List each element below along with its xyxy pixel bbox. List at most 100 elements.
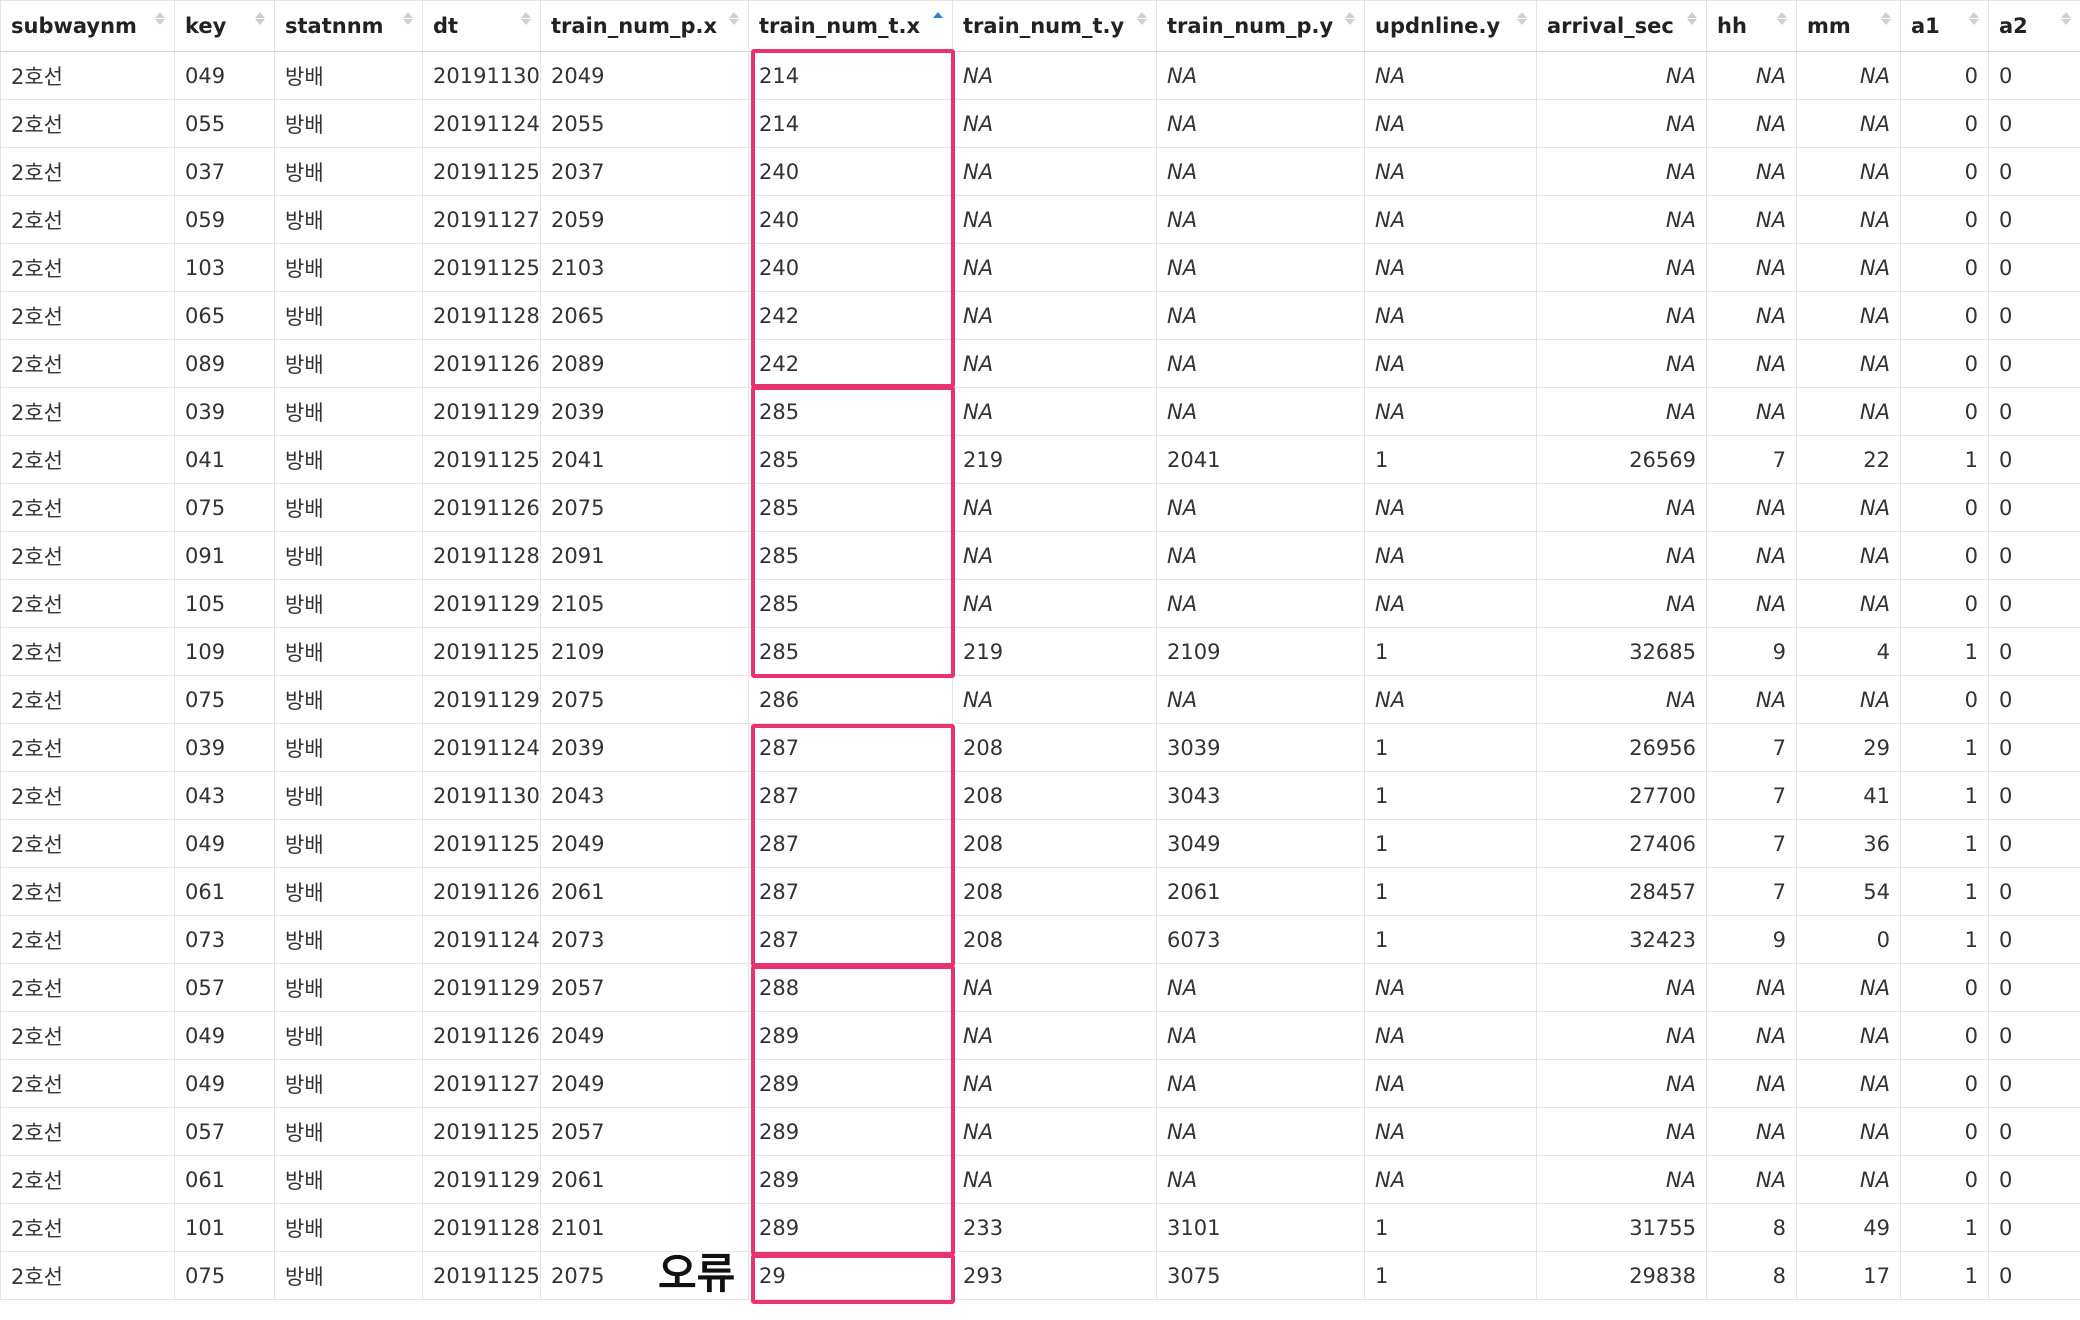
cell-dt: 20191125 <box>422 435 541 484</box>
cell-train-num-p-x: 2049 <box>540 1059 749 1108</box>
table-row[interactable]: 2호선 061 방배 20191129 2061 289 NA NA NA NA NA NA 0 0 <box>0 1155 2080 1204</box>
cell-key: 049 <box>174 51 275 100</box>
table-row[interactable]: 2호선 049 방배 20191125 2049 287 208 3049 1 27406 7 36 1… <box>0 819 2080 868</box>
cell-updnline-y: NA <box>1364 339 1537 388</box>
column-header-label: a1 <box>1911 14 1940 38</box>
cell-train-num-p-x: 2065 <box>540 291 749 340</box>
cell-a1: 1 <box>1900 867 1989 916</box>
cell-updnline-y: NA <box>1364 531 1537 580</box>
cell-key: 101 <box>174 1203 275 1252</box>
sort-icon[interactable] <box>154 11 166 31</box>
cell-train-num-t-x: 285 <box>748 531 953 580</box>
table-row[interactable]: 2호선 105 방배 20191129 2105 285 NA NA NA NA NA NA 0 0 <box>0 579 2080 628</box>
cell-dt: 20191127 <box>422 195 541 244</box>
column-header-subwaynm[interactable]: subwaynm <box>0 0 175 52</box>
cell-mm: NA <box>1796 147 1901 196</box>
table-row[interactable]: 2호선 039 방배 20191129 2039 285 NA NA NA NA NA NA 0 0 <box>0 387 2080 436</box>
cell-a2: 0 <box>1988 1155 2080 1204</box>
table-row[interactable]: 2호선 049 방배 20191130 2049 214 NA NA NA NA NA NA 0 0 <box>0 51 2080 100</box>
cell-hh: NA <box>1706 195 1797 244</box>
cell-a1: 1 <box>1900 627 1989 676</box>
table-row[interactable]: 2호선 075 방배 20191126 2075 285 NA NA NA NA NA NA 0 0 <box>0 483 2080 532</box>
sort-ascending-icon[interactable] <box>932 11 944 31</box>
sort-icon[interactable] <box>1776 11 1788 31</box>
table-row[interactable]: 2호선 055 방배 20191124 2055 214 NA NA NA NA NA NA 0 0 <box>0 99 2080 148</box>
cell-statnnm: 방배 <box>274 1107 423 1156</box>
cell-train-num-t-y: NA <box>952 147 1157 196</box>
cell-updnline-y: NA <box>1364 147 1537 196</box>
column-header-dt[interactable]: dt <box>422 0 541 52</box>
cell-train-num-p-x: 2059 <box>540 195 749 244</box>
table-row[interactable]: 2호선 109 방배 20191125 2109 285 219 2109 1 32685 9 4 1 0 <box>0 627 2080 676</box>
table-row[interactable]: 2호선 061 방배 20191126 2061 287 208 2061 1 28457 7 54 1… <box>0 867 2080 916</box>
cell-a2: 0 <box>1988 963 2080 1012</box>
column-header-train-num-p-y[interactable]: train_num_p.y <box>1156 0 1365 52</box>
cell-key: 059 <box>174 195 275 244</box>
table-row[interactable]: 2호선 065 방배 20191128 2065 242 NA NA NA NA NA NA 0 0 <box>0 291 2080 340</box>
cell-subwaynm: 2호선 <box>0 483 175 532</box>
cell-train-num-p-x: 2089 <box>540 339 749 388</box>
cell-a1: 0 <box>1900 243 1989 292</box>
column-header-a1[interactable]: a1 <box>1900 0 1989 52</box>
cell-a1: 0 <box>1900 579 1989 628</box>
table-row[interactable]: 2호선 101 방배 20191128 2101 289 233 3101 1 31755 8 49 1… <box>0 1203 2080 1252</box>
cell-a2: 0 <box>1988 867 2080 916</box>
table-row[interactable]: 2호선 059 방배 20191127 2059 240 NA NA NA NA NA NA 0 0 <box>0 195 2080 244</box>
column-header-key[interactable]: key <box>174 0 275 52</box>
cell-train-num-t-y: NA <box>952 339 1157 388</box>
sort-icon[interactable] <box>254 11 266 31</box>
cell-arrival-sec: NA <box>1536 195 1707 244</box>
table-row[interactable]: 2호선 057 방배 20191125 2057 289 NA NA NA NA NA NA 0 0 <box>0 1107 2080 1156</box>
table-row[interactable]: 2호선 041 방배 20191125 2041 285 219 2041 1 26569 7 22 1… <box>0 435 2080 484</box>
cell-dt: 20191125 <box>422 243 541 292</box>
cell-train-num-p-y: NA <box>1156 339 1365 388</box>
sort-icon[interactable] <box>728 11 740 31</box>
cell-train-num-t-x: 285 <box>748 435 953 484</box>
table-row[interactable]: 2호선 037 방배 20191125 2037 240 NA NA NA NA NA NA 0 0 <box>0 147 2080 196</box>
table-row[interactable]: 2호선 039 방배 20191124 2039 287 208 3039 1 26956 7 29 1… <box>0 723 2080 772</box>
sort-icon[interactable] <box>1686 11 1698 31</box>
cell-train-num-t-x: 289 <box>748 1011 953 1060</box>
table-row[interactable]: 2호선 049 방배 20191126 2049 289 NA NA NA NA NA NA 0 0 <box>0 1011 2080 1060</box>
cell-train-num-t-x: 214 <box>748 99 953 148</box>
column-header-train-num-p-x[interactable]: train_num_p.x <box>540 0 749 52</box>
table-row[interactable]: 2호선 075 방배 20191129 2075 286 NA NA NA NA NA NA 0 0 <box>0 675 2080 724</box>
cell-updnline-y: 1 <box>1364 435 1537 484</box>
sort-icon[interactable] <box>2060 11 2072 31</box>
sort-icon[interactable] <box>1880 11 1892 31</box>
sort-icon[interactable] <box>1516 11 1528 31</box>
table-row[interactable]: 2호선 091 방배 20191128 2091 285 NA NA NA NA NA NA 0 0 <box>0 531 2080 580</box>
column-header-statnnm[interactable]: statnnm <box>274 0 423 52</box>
cell-dt: 20191127 <box>422 1059 541 1108</box>
table-row[interactable]: 2호선 089 방배 20191126 2089 242 NA NA NA NA NA NA 0 0 <box>0 339 2080 388</box>
column-header-train-num-t-x[interactable]: train_num_t.x <box>748 0 953 52</box>
table-row[interactable]: 2호선 075 방배 20191125 2075 29 293 3075 1 29838 8 17 1 0 <box>0 1251 2080 1300</box>
table-row[interactable]: 2호선 057 방배 20191129 2057 288 NA NA NA NA NA NA 0 0 <box>0 963 2080 1012</box>
table-row[interactable]: 2호선 043 방배 20191130 2043 287 208 3043 1 27700 7 41 1… <box>0 771 2080 820</box>
sort-icon[interactable] <box>1344 11 1356 31</box>
sort-icon[interactable] <box>1968 11 1980 31</box>
cell-key: 105 <box>174 579 275 628</box>
cell-train-num-t-y: 233 <box>952 1203 1157 1252</box>
column-header-label: key <box>185 14 227 38</box>
cell-a1: 0 <box>1900 51 1989 100</box>
sort-icon[interactable] <box>402 11 414 31</box>
cell-train-num-t-y: 219 <box>952 627 1157 676</box>
column-header-arrival-sec[interactable]: arrival_sec <box>1536 0 1707 52</box>
column-header-mm[interactable]: mm <box>1796 0 1901 52</box>
cell-key: 109 <box>174 627 275 676</box>
cell-subwaynm: 2호선 <box>0 1251 175 1300</box>
sort-icon[interactable] <box>520 11 532 31</box>
cell-key: 075 <box>174 1251 275 1300</box>
sort-icon[interactable] <box>1136 11 1148 31</box>
table-row[interactable]: 2호선 073 방배 20191124 2073 287 208 6073 1 32423 9 0 1 0 <box>0 915 2080 964</box>
cell-hh: NA <box>1706 579 1797 628</box>
column-header-updnline-y[interactable]: updnline.y <box>1364 0 1537 52</box>
column-header-train-num-t-y[interactable]: train_num_t.y <box>952 0 1157 52</box>
cell-subwaynm: 2호선 <box>0 771 175 820</box>
cell-statnnm: 방배 <box>274 243 423 292</box>
column-header-hh[interactable]: hh <box>1706 0 1797 52</box>
table-row[interactable]: 2호선 103 방배 20191125 2103 240 NA NA NA NA NA NA 0 0 <box>0 243 2080 292</box>
table-row[interactable]: 2호선 049 방배 20191127 2049 289 NA NA NA NA NA NA 0 0 <box>0 1059 2080 1108</box>
column-header-a2[interactable]: a2 <box>1988 0 2080 52</box>
